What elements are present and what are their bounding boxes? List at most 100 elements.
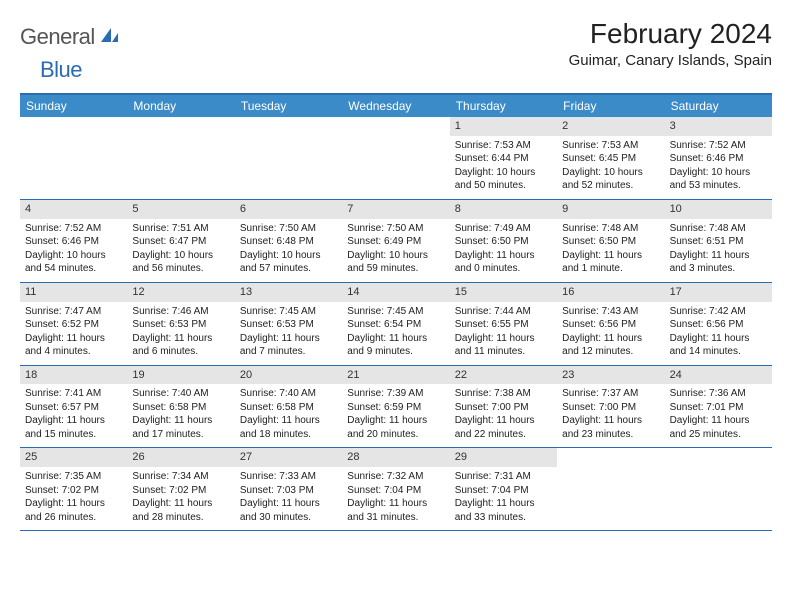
day-number: 24 [665, 366, 772, 385]
sunrise-line: Sunrise: 7:45 AM [347, 305, 444, 319]
sunset-line: Sunset: 6:58 PM [240, 401, 337, 415]
daylight-line: Daylight: 11 hours and 11 minutes. [455, 332, 552, 359]
day-header-cell: Sunday [20, 95, 127, 117]
sunset-line: Sunset: 6:56 PM [670, 318, 767, 332]
week-row: 11Sunrise: 7:47 AMSunset: 6:52 PMDayligh… [20, 283, 772, 366]
daylight-line: Daylight: 11 hours and 9 minutes. [347, 332, 444, 359]
week-row: 25Sunrise: 7:35 AMSunset: 7:02 PMDayligh… [20, 448, 772, 531]
week-row: 4Sunrise: 7:52 AMSunset: 6:46 PMDaylight… [20, 200, 772, 283]
empty-cell: . [342, 117, 449, 199]
day-header-cell: Monday [127, 95, 234, 117]
day-number: 26 [127, 448, 234, 467]
daylight-line: Daylight: 11 hours and 28 minutes. [132, 497, 229, 524]
day-cell: 20Sunrise: 7:40 AMSunset: 6:58 PMDayligh… [235, 366, 342, 448]
day-cell: 16Sunrise: 7:43 AMSunset: 6:56 PMDayligh… [557, 283, 664, 365]
day-number: 22 [450, 366, 557, 385]
day-number: 28 [342, 448, 449, 467]
day-cell: 28Sunrise: 7:32 AMSunset: 7:04 PMDayligh… [342, 448, 449, 530]
day-number: 15 [450, 283, 557, 302]
daylight-line: Daylight: 11 hours and 30 minutes. [240, 497, 337, 524]
daylight-line: Daylight: 11 hours and 4 minutes. [25, 332, 122, 359]
day-header-cell: Tuesday [235, 95, 342, 117]
day-cell: 5Sunrise: 7:51 AMSunset: 6:47 PMDaylight… [127, 200, 234, 282]
sunset-line: Sunset: 7:00 PM [562, 401, 659, 415]
daylight-line: Daylight: 11 hours and 12 minutes. [562, 332, 659, 359]
sunrise-line: Sunrise: 7:38 AM [455, 387, 552, 401]
sunrise-line: Sunrise: 7:43 AM [562, 305, 659, 319]
day-number: 21 [342, 366, 449, 385]
day-cell: 3Sunrise: 7:52 AMSunset: 6:46 PMDaylight… [665, 117, 772, 199]
location: Guimar, Canary Islands, Spain [569, 52, 772, 69]
daylight-line: Daylight: 11 hours and 6 minutes. [132, 332, 229, 359]
day-number: 4 [20, 200, 127, 219]
day-number: 25 [20, 448, 127, 467]
sunset-line: Sunset: 6:48 PM [240, 235, 337, 249]
sunrise-line: Sunrise: 7:52 AM [25, 222, 122, 236]
day-cell: 13Sunrise: 7:45 AMSunset: 6:53 PMDayligh… [235, 283, 342, 365]
sunrise-line: Sunrise: 7:34 AM [132, 470, 229, 484]
logo-text-general: General [20, 24, 95, 50]
daylight-line: Daylight: 11 hours and 31 minutes. [347, 497, 444, 524]
day-cell: 4Sunrise: 7:52 AMSunset: 6:46 PMDaylight… [20, 200, 127, 282]
daylight-line: Daylight: 11 hours and 33 minutes. [455, 497, 552, 524]
day-number: 23 [557, 366, 664, 385]
sunrise-line: Sunrise: 7:33 AM [240, 470, 337, 484]
empty-cell: . [665, 448, 772, 530]
week-row: 18Sunrise: 7:41 AMSunset: 6:57 PMDayligh… [20, 366, 772, 449]
sunrise-line: Sunrise: 7:36 AM [670, 387, 767, 401]
daylight-line: Daylight: 11 hours and 0 minutes. [455, 249, 552, 276]
day-cell: 12 Sunrise: 7:46 AMSunset: 6:53 PMDayligh… [127, 283, 234, 365]
day-cell: 9Sunrise: 7:48 AMSunset: 6:50 PMDaylight… [557, 200, 664, 282]
daylight-line: Daylight: 11 hours and 7 minutes. [240, 332, 337, 359]
daylight-line: Daylight: 10 hours and 53 minutes. [670, 166, 767, 193]
day-number: 5 [127, 200, 234, 219]
sunset-line: Sunset: 6:49 PM [347, 235, 444, 249]
sunrise-line: Sunrise: 7:50 AM [240, 222, 337, 236]
sunrise-line: Sunrise: 7:53 AM [455, 139, 552, 153]
sunset-line: Sunset: 6:52 PM [25, 318, 122, 332]
sunrise-line: Sunrise: 7:40 AM [240, 387, 337, 401]
sunrise-line: Sunrise: 7:49 AM [455, 222, 552, 236]
daylight-line: Daylight: 10 hours and 50 minutes. [455, 166, 552, 193]
day-header-cell: Wednesday [342, 95, 449, 117]
sunrise-line: Sunrise: 7:39 AM [347, 387, 444, 401]
day-cell: 24 Sunrise: 7:36 AMSunset: 7:01 PMDayligh… [665, 366, 772, 448]
sunrise-line: Sunrise: 7:48 AM [670, 222, 767, 236]
sunset-line: Sunset: 7:04 PM [347, 484, 444, 498]
sunrise-line: Sunrise: 7:37 AM [562, 387, 659, 401]
sunset-line: Sunset: 6:50 PM [562, 235, 659, 249]
sunrise-line: Sunrise: 7:48 AM [562, 222, 659, 236]
day-number: 11 [20, 283, 127, 302]
day-number: 12 [127, 283, 234, 302]
logo-text-blue: Blue [40, 57, 82, 83]
sunset-line: Sunset: 6:59 PM [347, 401, 444, 415]
empty-cell: . [127, 117, 234, 199]
day-number: 9 [557, 200, 664, 219]
day-cell: 6Sunrise: 7:50 AMSunset: 6:48 PMDaylight… [235, 200, 342, 282]
empty-cell: . [20, 117, 127, 199]
sunrise-line: Sunrise: 7:42 AM [670, 305, 767, 319]
day-cell: 18Sunrise: 7:41 AMSunset: 6:57 PMDayligh… [20, 366, 127, 448]
sunrise-line: Sunrise: 7:53 AM [562, 139, 659, 153]
sunset-line: Sunset: 6:53 PM [132, 318, 229, 332]
daylight-line: Daylight: 11 hours and 3 minutes. [670, 249, 767, 276]
daylight-line: Daylight: 11 hours and 23 minutes. [562, 414, 659, 441]
daylight-line: Daylight: 11 hours and 25 minutes. [670, 414, 767, 441]
empty-cell: . [557, 448, 664, 530]
day-cell: 1Sunrise: 7:53 AMSunset: 6:44 PMDaylight… [450, 117, 557, 199]
day-cell: 11Sunrise: 7:47 AMSunset: 6:52 PMDayligh… [20, 283, 127, 365]
day-number: 17 [665, 283, 772, 302]
sunset-line: Sunset: 6:55 PM [455, 318, 552, 332]
sunrise-line: Sunrise: 7:46 AM [132, 305, 229, 319]
day-number: 29 [450, 448, 557, 467]
sunset-line: Sunset: 7:01 PM [670, 401, 767, 415]
sunset-line: Sunset: 7:03 PM [240, 484, 337, 498]
sunset-line: Sunset: 7:00 PM [455, 401, 552, 415]
daylight-line: Daylight: 10 hours and 56 minutes. [132, 249, 229, 276]
sunrise-line: Sunrise: 7:41 AM [25, 387, 122, 401]
sunrise-line: Sunrise: 7:35 AM [25, 470, 122, 484]
day-cell: 7Sunrise: 7:50 AMSunset: 6:49 PMDaylight… [342, 200, 449, 282]
sunrise-line: Sunrise: 7:31 AM [455, 470, 552, 484]
day-cell: 15Sunrise: 7:44 AMSunset: 6:55 PMDayligh… [450, 283, 557, 365]
empty-cell: . [235, 117, 342, 199]
